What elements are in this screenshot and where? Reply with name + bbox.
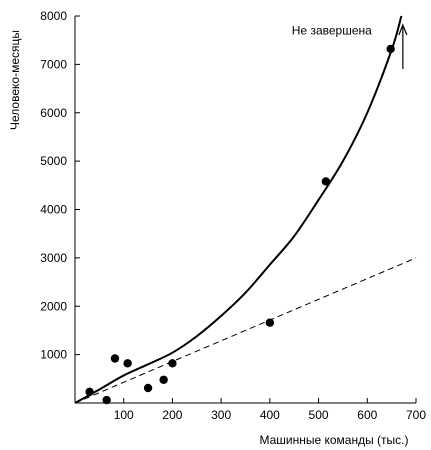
- axes-layer: [74, 16, 416, 404]
- x-tick-label: 500: [309, 408, 329, 422]
- data-point: [102, 395, 111, 405]
- y-tick-label: 3000: [40, 251, 67, 265]
- y-axis-title: Человеко-месяцы: [8, 30, 22, 130]
- data-point: [123, 359, 132, 368]
- data-point: [143, 383, 153, 393]
- x-tick-label: 100: [114, 408, 134, 422]
- data-point: [85, 387, 94, 397]
- annotations-layer: Не завершена: [292, 23, 408, 70]
- data-point: [321, 177, 331, 186]
- trend-line-dashed: [74, 257, 417, 404]
- x-tick-label: 200: [162, 408, 182, 422]
- fit-curve-solid: [74, 15, 403, 404]
- x-tick-label: 700: [406, 408, 426, 422]
- arrow-head: [398, 23, 408, 36]
- data-point: [386, 44, 395, 54]
- y-tick-label: 2000: [40, 299, 67, 313]
- data-point: [159, 375, 168, 384]
- ticks-layer: 100 200 300 400 500 600 700 1000 2000 3000 4000 500…: [40, 9, 426, 422]
- annotation-not-completed: Не завершена: [292, 24, 372, 38]
- y-tick-label: 1000: [40, 348, 67, 362]
- x-tick-label: 600: [357, 408, 377, 422]
- y-tick-label: 6000: [40, 106, 67, 120]
- series-layer: [74, 15, 417, 404]
- x-tick-label: 300: [211, 408, 231, 422]
- data-point: [110, 354, 120, 363]
- data-point: [168, 359, 177, 368]
- y-tick-label: 4000: [40, 203, 67, 217]
- y-tick-label: 7000: [40, 57, 67, 71]
- data-point: [265, 318, 275, 327]
- x-tick-label: 400: [260, 408, 280, 422]
- y-tick-label: 8000: [40, 9, 67, 23]
- y-tick-label: 5000: [40, 154, 67, 168]
- x-axis-title: Машинные команды (тыс.): [259, 433, 408, 447]
- up-arrow-icon: [398, 23, 408, 70]
- points-layer: [85, 44, 395, 405]
